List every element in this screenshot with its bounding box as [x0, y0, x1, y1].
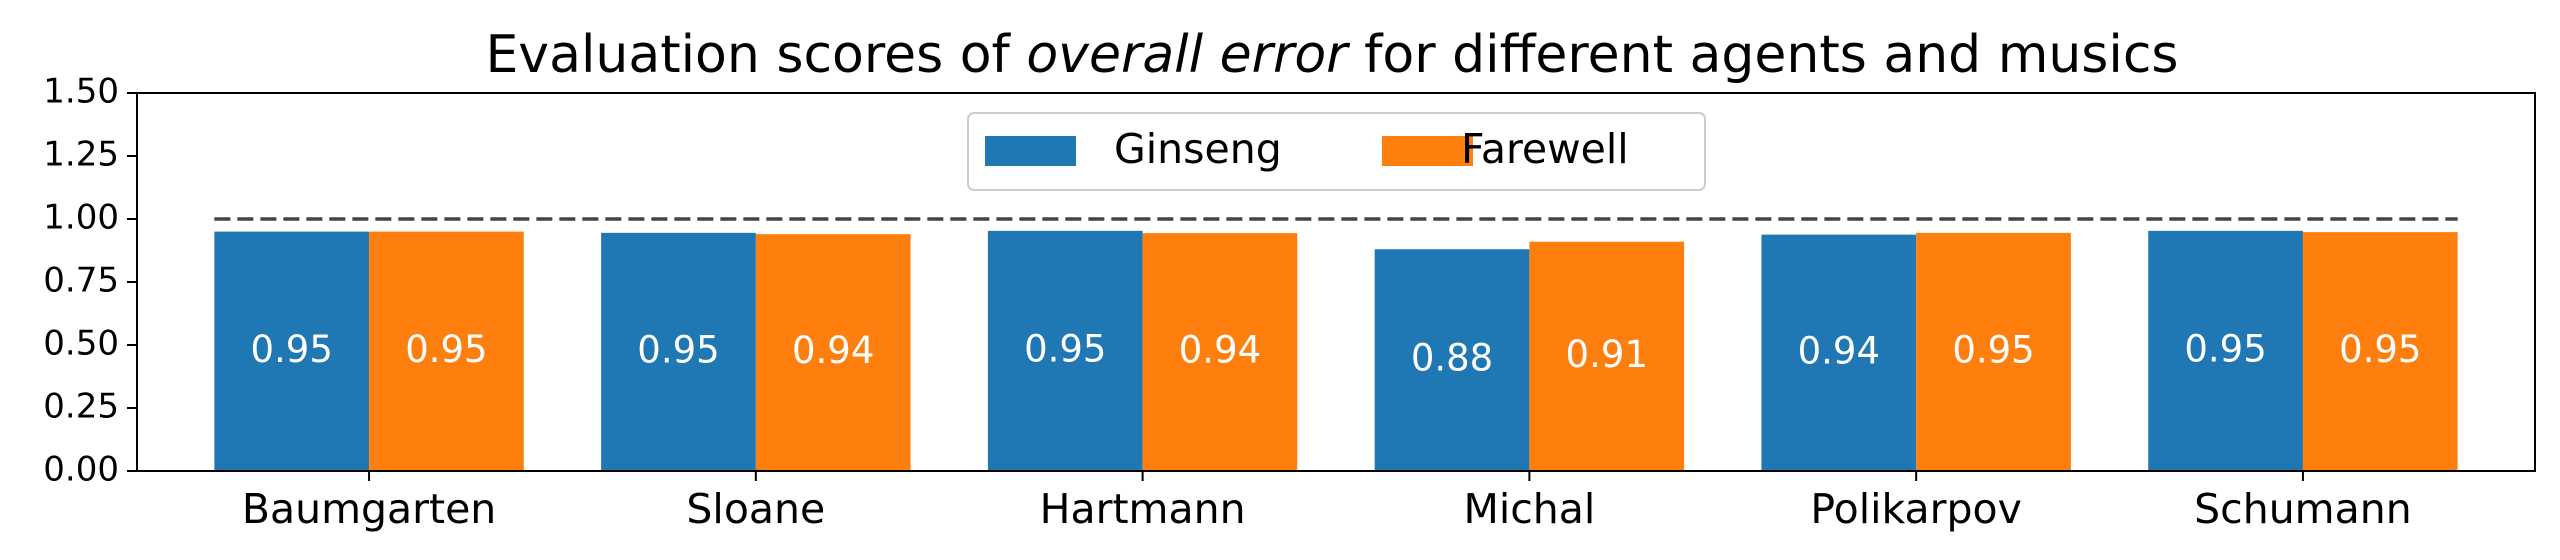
bar-value-label: 0.88 [1411, 337, 1493, 380]
y-tick-label: 0.00 [43, 450, 119, 490]
bar-ginseng-polikarpov [1761, 234, 1917, 471]
bar-value-label: 0.94 [1179, 329, 1261, 372]
bar-ginseng-michal [1374, 249, 1530, 471]
bar-value-label: 0.95 [251, 328, 333, 371]
y-tick-label: 0.75 [43, 261, 119, 301]
bar-farewell-hartmann [1142, 233, 1298, 471]
title-emphasis: overall error [1026, 25, 1351, 85]
bar-farewell-polikarpov [1916, 232, 2071, 471]
bar-value-label: 0.95 [1024, 327, 1106, 370]
bar-farewell-baumgarten [369, 231, 524, 471]
bar-ginseng-sloane [601, 232, 756, 471]
y-tick-label: 1.50 [43, 72, 119, 112]
y-tick-label: 1.25 [43, 135, 119, 175]
bar-value-label: 0.95 [2184, 327, 2266, 370]
legend-swatch-ginseng [985, 136, 1076, 166]
legend-swatch-farewell [1382, 136, 1473, 166]
bar-value-label: 0.95 [405, 328, 487, 371]
bars-group [214, 230, 2458, 471]
bar-farewell-michal [1529, 241, 1685, 471]
legend: Ginseng Farewell [967, 112, 1706, 191]
x-tick-label: Schumann [2194, 485, 2412, 533]
title-prefix: Evaluation scores of [485, 25, 1026, 85]
bar-labels-group: 0.95 0.95 0.95 0.88 0.94 0.95 0.95 0.94 0.94 0.91… [251, 327, 2422, 379]
bar-ginseng-baumgarten [214, 231, 370, 471]
title-suffix: for different agents and musics [1348, 25, 2179, 85]
bar-value-label: 0.91 [1566, 333, 1648, 376]
x-tick-label: Polikarpov [1810, 485, 2022, 533]
bar-ginseng-hartmann [987, 230, 1143, 471]
bar-value-label: 0.94 [1798, 329, 1880, 372]
x-tick-label: Michal [1463, 485, 1595, 533]
legend-label-ginseng: Ginseng [1114, 125, 1282, 173]
y-tick-label: 1.00 [43, 198, 119, 238]
legend-box [967, 112, 1706, 191]
bar-ginseng-schumann [2148, 230, 2303, 471]
y-tick-label: 0.25 [43, 387, 119, 427]
chart-title: Evaluation scores of overall error for d… [485, 25, 2178, 85]
bar-value-label: 0.95 [637, 328, 719, 371]
legend-label-farewell: Farewell [1461, 125, 1629, 173]
bar-value-label: 0.95 [2339, 328, 2421, 371]
x-tick-label: Sloane [686, 485, 825, 533]
bar-value-label: 0.94 [792, 329, 874, 372]
x-axis: Baumgarten Sloane Hartmann Michal Polikarpov… [242, 471, 2412, 533]
bar-farewell-sloane [755, 234, 911, 471]
bar-farewell-schumann [2302, 232, 2458, 471]
x-tick-label: Hartmann [1040, 485, 1246, 533]
x-tick-label: Baumgarten [242, 485, 496, 533]
y-axis: 0.00 0.25 0.50 0.75 1.00 1.25 1.50 [43, 72, 137, 490]
bar-value-label: 0.95 [1952, 328, 2034, 371]
y-tick-label: 0.50 [43, 324, 119, 364]
